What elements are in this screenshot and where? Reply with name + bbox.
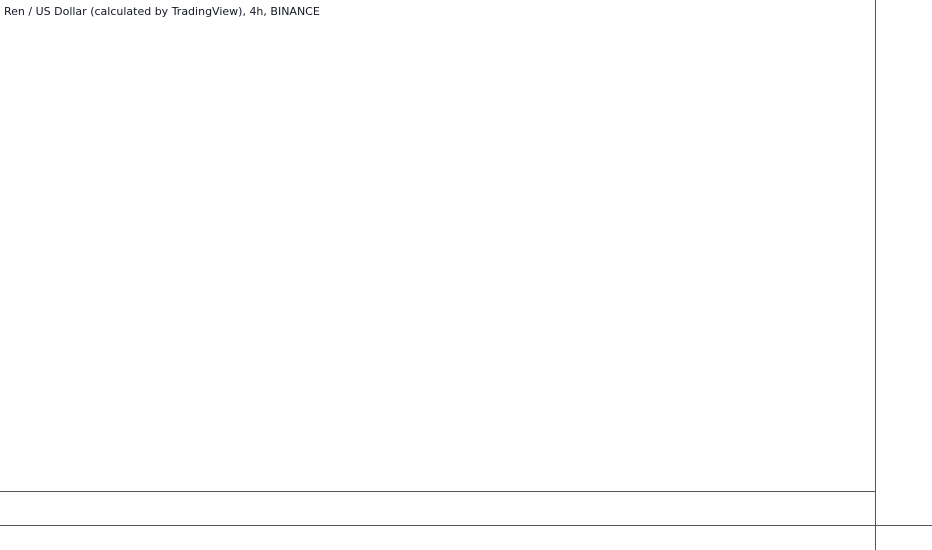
chart-title: Ren / US Dollar (calculated by TradingVi… [4,5,320,18]
